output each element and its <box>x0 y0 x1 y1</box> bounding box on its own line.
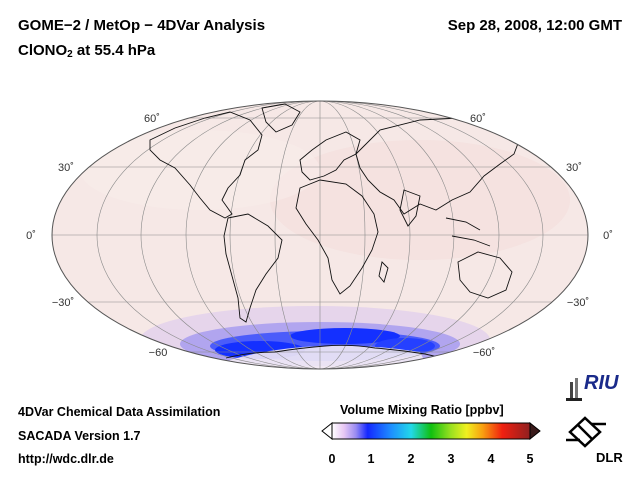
graticule <box>52 101 588 369</box>
lat-label-right-60: 60˚ <box>470 113 486 125</box>
lat-label-left-m30: −30˚ <box>52 297 74 309</box>
lat-label-left-60: 60˚ <box>144 113 160 125</box>
footer-version: SACADA Version 1.7 <box>18 429 141 443</box>
colorbar-over-arrow <box>529 421 541 441</box>
colorbar-tick-0: 0 <box>328 452 336 466</box>
colorbar <box>321 421 541 441</box>
lat-label-left-30: 30˚ <box>58 162 74 174</box>
dlr-logo-icon <box>566 416 606 448</box>
coastlines <box>149 103 521 363</box>
species-name: ClONO <box>18 42 68 59</box>
colorbar-gradient <box>331 422 531 440</box>
colorbar-tick-1: 1 <box>367 452 375 466</box>
subtitle: ClONO2 at 55.4 hPa <box>18 42 155 60</box>
lat-label-right-30: 30˚ <box>566 162 582 174</box>
species-subscript: 2 <box>67 49 73 60</box>
colorbar-tick-3: 3 <box>447 452 455 466</box>
colorbar-tick-4: 4 <box>487 452 495 466</box>
timestamp: Sep 28, 2008, 12:00 GMT <box>447 17 622 34</box>
lat-label-right-m60: −60˚ <box>473 347 495 359</box>
pressure-level: at 55.4 hPa <box>72 42 156 59</box>
footer-system-name: 4DVar Chemical Data Assimilation <box>18 405 221 419</box>
lat-label-right-m30: −30˚ <box>567 297 589 309</box>
colorbar-under-arrow <box>321 421 333 441</box>
footer-url[interactable]: http://wdc.dlr.de <box>18 452 114 466</box>
dlr-logo-text: DLR <box>596 450 623 465</box>
globe-outline <box>51 100 589 370</box>
page-title: GOME−2 / MetOp − 4DVar Analysis <box>18 17 266 34</box>
lat-label-left-0: 0˚ <box>26 230 36 242</box>
lat-label-left-m60: −60 <box>149 347 168 359</box>
lat-label-right-0: 0˚ <box>603 230 613 242</box>
riu-logo <box>566 378 582 401</box>
riu-logo-text: RIU <box>584 372 619 394</box>
colorbar-title: Volume Mixing Ratio [ppbv] <box>340 403 504 417</box>
colorbar-tick-2: 2 <box>407 452 415 466</box>
colorbar-tick-5: 5 <box>526 452 534 466</box>
